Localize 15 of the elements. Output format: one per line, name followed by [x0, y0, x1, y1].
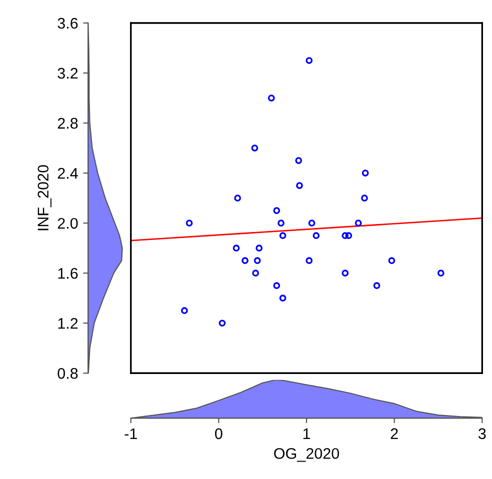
y-tick-label: 2.4 [58, 168, 78, 179]
y-tick-label: 1.2 [58, 318, 78, 329]
x-axis-title: OG_2020 [274, 448, 340, 462]
y-tick-label: 0.8 [58, 368, 78, 379]
y-tick-label: 3.6 [58, 18, 78, 29]
x-tick-label: 0 [215, 428, 222, 440]
x-tick-label: 3 [478, 428, 486, 440]
y-axis-title: INF_2020 [38, 165, 52, 230]
y-tick-label: 1.6 [58, 268, 78, 279]
x-tick-label: 1 [303, 428, 310, 439]
y-tick-label: 2.0 [58, 218, 78, 229]
x-tick-label: 2 [390, 428, 398, 439]
y-tick-label: 3.2 [58, 68, 78, 79]
y-tick-label: 2.8 [58, 118, 78, 129]
x-tick-label: -1 [124, 428, 137, 439]
